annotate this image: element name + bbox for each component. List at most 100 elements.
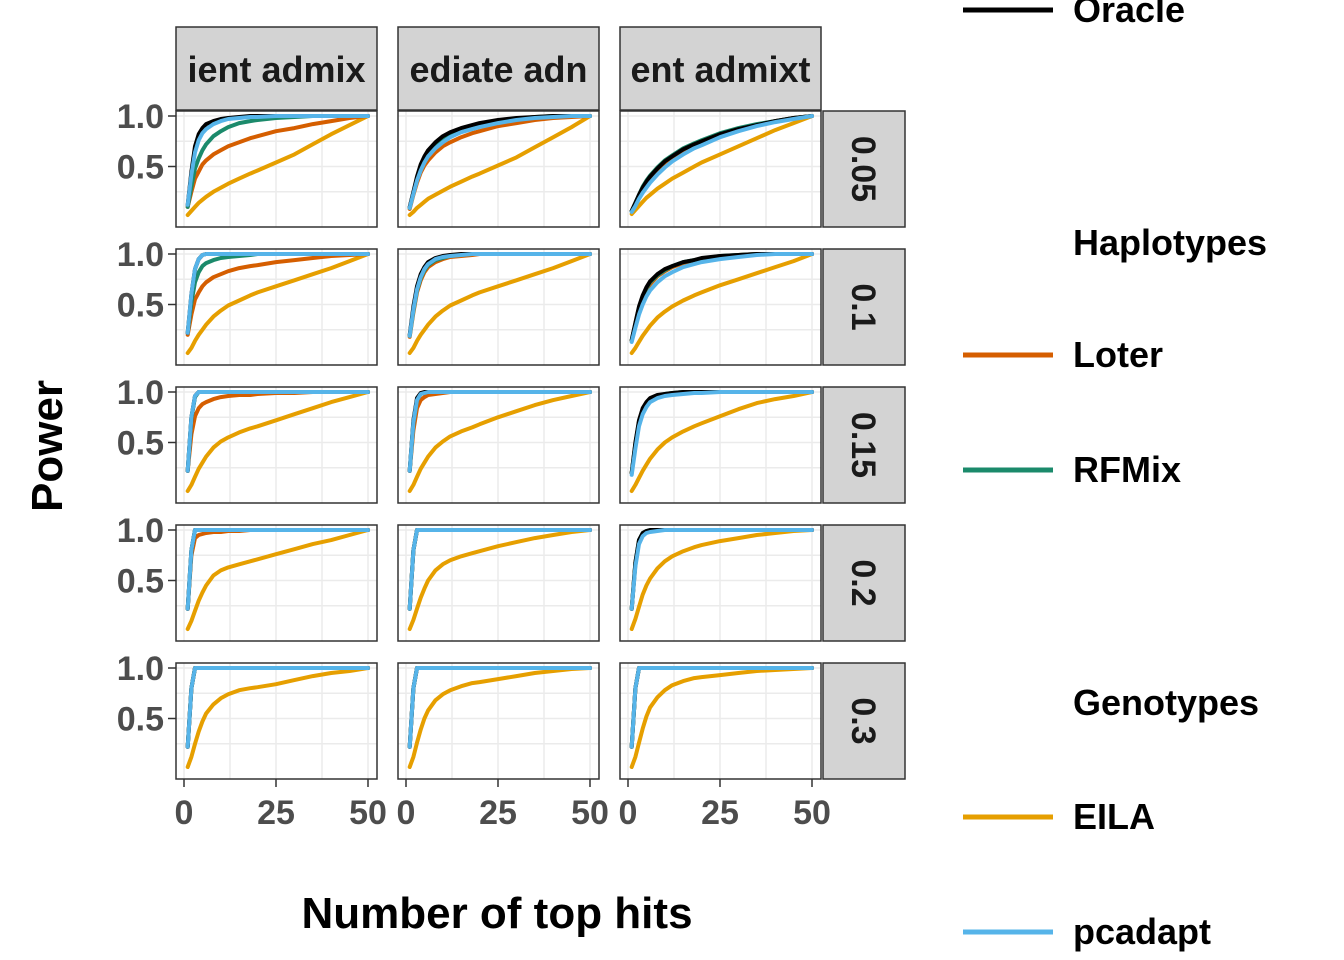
legend-group-title: Genotypes [1073, 682, 1259, 723]
x-tick-label: 0 [175, 794, 194, 832]
y-tick-label: 1.0 [117, 374, 164, 412]
y-tick-label: 0.5 [117, 287, 164, 325]
x-tick-label: 25 [257, 794, 295, 832]
y-tick-label: 1.0 [117, 650, 164, 688]
y-tick-label: 0.5 [117, 149, 164, 187]
legend-label-rfmix: RFMix [1073, 449, 1181, 490]
row-strip [822, 386, 906, 504]
series-line-eila [185, 528, 370, 631]
row-strip-label: 0.1 [844, 283, 882, 330]
column-strip [619, 26, 822, 111]
series-line-rfmix [185, 666, 370, 749]
series-line-loter [185, 252, 370, 337]
x-tick-label: 50 [571, 794, 609, 832]
series-line-eila [629, 252, 814, 355]
series-line-rfmix [185, 528, 370, 611]
series-line-loter [407, 390, 592, 473]
series-line-loter [185, 114, 370, 209]
row-strip [822, 524, 906, 642]
series-line-eila [407, 252, 592, 355]
axes: 0.5 1.0 0.5 1.0 0.5 1.0 0.5 1.0 0.5 1.0 0 25 50 0 25 50… [117, 98, 831, 832]
series-line-eila [629, 528, 814, 631]
panel-frame [175, 110, 378, 228]
series-line-pcadapt [407, 666, 592, 749]
series-line-eila [629, 390, 814, 493]
series-line-rfmix [629, 666, 814, 749]
y-axis-title: Power [23, 380, 72, 512]
series-line-pcadapt [629, 528, 814, 611]
series-line-eila [185, 114, 370, 217]
column-strip [175, 26, 378, 111]
series-line-pcadapt [407, 390, 592, 473]
row-strip-label: 0.3 [844, 697, 882, 744]
legend-label-pcadapt: pcadapt [1073, 911, 1211, 952]
row-strip [822, 110, 906, 228]
series-line-pcadapt [185, 114, 370, 207]
series-line-loter [185, 528, 370, 611]
series-line-eila [407, 528, 592, 631]
y-tick-label: 1.0 [117, 512, 164, 550]
x-tick-label: 0 [397, 794, 416, 832]
legend: Oracle Haplotypes Loter RFMix Genotypes EILA p… [963, 0, 1267, 952]
series-line-loter [629, 666, 814, 749]
series-line-eila [629, 114, 814, 216]
series-line-oracle [629, 666, 814, 749]
series-line-loter [185, 390, 370, 473]
panel-frame [397, 110, 600, 228]
x-tick-label: 25 [479, 794, 517, 832]
panel-frame [619, 524, 822, 642]
x-tick-label: 0 [619, 794, 638, 832]
series-line-pcadapt [629, 390, 814, 477]
series-line-eila [185, 252, 370, 355]
panel-grid [176, 111, 821, 779]
row-strip [822, 248, 906, 366]
series-line-rfmix [629, 390, 814, 475]
panel-frame [619, 386, 822, 504]
series-line-pcadapt [185, 390, 370, 473]
series-line-pcadapt [185, 666, 370, 749]
series-line-rfmix [407, 390, 592, 473]
y-tick-label: 0.5 [117, 563, 164, 601]
series-line-oracle [407, 390, 592, 473]
series-line-pcadapt [629, 252, 814, 344]
series-line-loter [629, 252, 814, 343]
x-tick-label: 50 [349, 794, 387, 832]
series-line-pcadapt [629, 666, 814, 749]
series-line-rfmix [629, 252, 814, 342]
row-strip-label: 0.05 [844, 136, 882, 202]
panel-frame [175, 248, 378, 366]
series-line-oracle [185, 390, 370, 473]
legend-label-oracle: Oracle [1073, 0, 1185, 30]
series-line-eila [185, 390, 370, 493]
series-line-oracle [629, 390, 814, 475]
series-line-pcadapt [407, 252, 592, 338]
column-strip-label: ient admix [187, 49, 365, 90]
column-strip-label: ent admixt [630, 49, 810, 90]
panel-frame [397, 386, 600, 504]
panel-frame [175, 524, 378, 642]
series-line-pcadapt [407, 114, 592, 210]
series-line-oracle [185, 666, 370, 749]
legend-label-loter: Loter [1073, 334, 1163, 375]
series-line-loter [185, 666, 370, 749]
series-line-eila [407, 666, 592, 769]
column-strip [397, 26, 600, 111]
x-tick-label: 25 [701, 794, 739, 832]
panel-frame [619, 110, 822, 228]
row-strip-label: 0.2 [844, 559, 882, 606]
legend-label-eila: EILA [1073, 796, 1155, 837]
series-line-eila [407, 390, 592, 493]
x-tick-label: 50 [793, 794, 831, 832]
series-line-oracle [185, 528, 370, 611]
series-line-rfmix [185, 390, 370, 473]
y-tick-label: 0.5 [117, 425, 164, 463]
y-tick-label: 1.0 [117, 98, 164, 136]
legend-group-title: Haplotypes [1073, 222, 1267, 263]
series-line-oracle [629, 252, 814, 342]
series-line-pcadapt [185, 528, 370, 611]
series-lines [185, 114, 814, 769]
x-axis-title: Number of top hits [301, 889, 692, 938]
panel-frame [397, 248, 600, 366]
panel-frame [397, 524, 600, 642]
